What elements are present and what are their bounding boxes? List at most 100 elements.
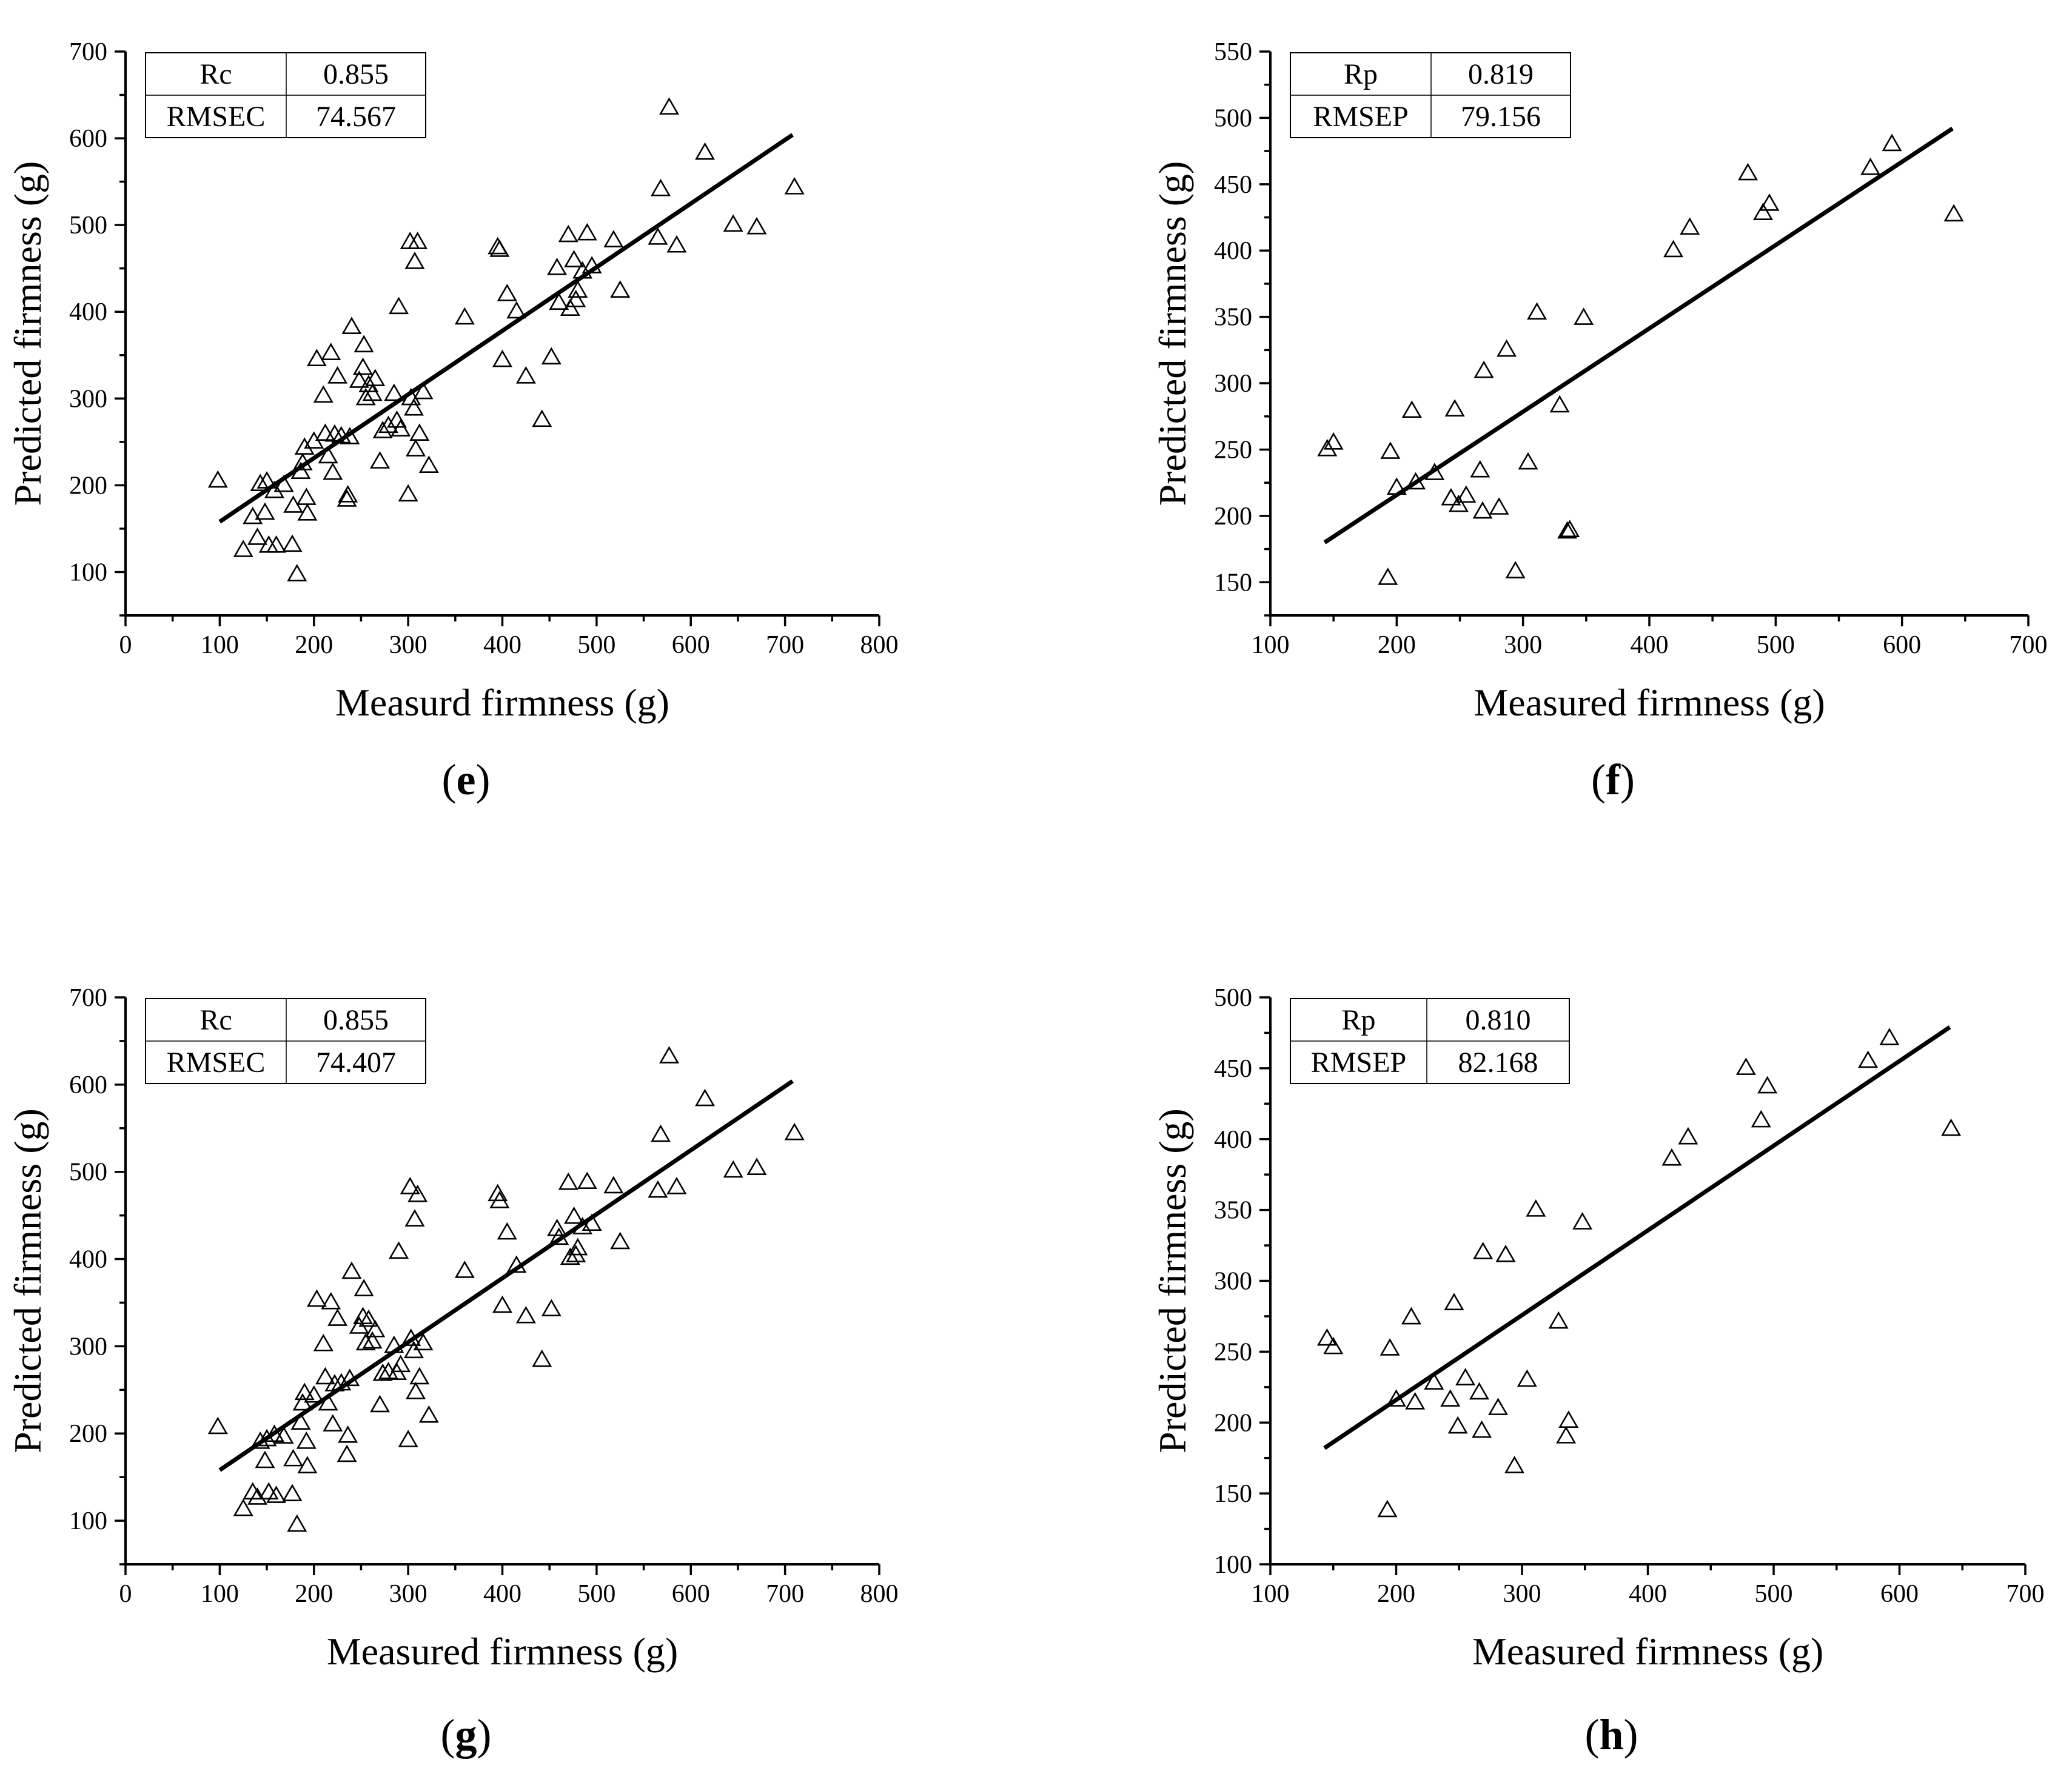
data-point-triangle — [549, 1227, 569, 1245]
data-point-triangle — [723, 214, 743, 232]
stats-value: 79.156 — [1461, 101, 1541, 133]
data-point-triangle — [337, 1444, 357, 1462]
y-tick-label: 400 — [69, 1246, 107, 1274]
data-point-triangle — [558, 1172, 578, 1190]
data-point-triangle — [488, 1184, 508, 1202]
y-axis-title: Predicted firmness (g) — [6, 1108, 49, 1453]
data-point-triangle — [398, 484, 418, 502]
data-point-triangle — [318, 1393, 338, 1411]
data-point-triangle — [1879, 1028, 1900, 1045]
data-point-triangle — [264, 480, 284, 498]
x-tick-label: 600 — [1883, 631, 1921, 659]
data-point-triangle — [564, 250, 585, 267]
data-point-triangle — [255, 1450, 275, 1469]
data-point-triangle — [1678, 1127, 1698, 1145]
data-point-triangle — [1323, 432, 1344, 450]
data-point-triangle — [568, 280, 588, 298]
data-point-triangle — [321, 1291, 341, 1310]
stats-value: 74.407 — [316, 1047, 396, 1079]
y-tick-label: 450 — [1214, 1055, 1252, 1083]
data-point-triangle — [1455, 1368, 1476, 1385]
y-tick-label: 150 — [1214, 569, 1252, 597]
y-axis-title: Predicted firmness (g) — [1151, 161, 1194, 506]
data-point-triangle — [1735, 1057, 1756, 1075]
data-point-triangle — [266, 535, 287, 553]
data-point-triangle — [409, 1367, 430, 1385]
data-point-triangle — [1470, 460, 1490, 478]
data-point-triangle — [323, 462, 343, 480]
x-tick-label: 500 — [1755, 1580, 1793, 1608]
data-point-triangle — [1548, 1311, 1569, 1329]
data-point-triangle — [1558, 1410, 1579, 1428]
data-point-triangle — [1517, 1369, 1537, 1387]
data-point-triangle — [1860, 157, 1881, 175]
data-point-triangle — [365, 1319, 386, 1338]
x-tick-label: 700 — [766, 1580, 804, 1608]
data-point-triangle — [400, 1176, 420, 1194]
data-point-triangle — [666, 1176, 687, 1194]
y-tick-label: 200 — [1214, 503, 1252, 531]
data-point-triangle — [287, 564, 307, 581]
data-point-triangle — [1386, 477, 1407, 495]
data-point-triangle — [558, 224, 578, 243]
data-point-triangle — [1469, 1382, 1489, 1400]
x-tick-label: 400 — [483, 631, 521, 659]
data-point-triangle — [264, 1424, 284, 1442]
data-point-triangle — [651, 178, 671, 196]
data-point-triangle — [577, 223, 597, 241]
y-tick-label: 100 — [69, 1507, 107, 1535]
y-tick-label: 200 — [69, 472, 107, 500]
data-point-triangle — [659, 97, 680, 115]
x-tick-label: 400 — [1629, 1580, 1667, 1608]
data-point-triangle — [404, 252, 425, 269]
stats-value: 0.855 — [323, 58, 389, 90]
data-point-triangle — [1386, 1389, 1406, 1407]
y-tick-label: 200 — [69, 1420, 107, 1448]
data-point-triangle — [1943, 204, 1964, 222]
data-point-triangle — [1858, 1050, 1879, 1068]
x-tick-label: 100 — [1252, 1580, 1290, 1608]
data-point-triangle — [1527, 302, 1547, 320]
data-point-triangle — [294, 437, 315, 455]
y-tick-label: 500 — [1214, 984, 1252, 1012]
data-point-triangle — [564, 1206, 585, 1224]
data-point-triangle — [409, 423, 430, 441]
data-point-triangle — [207, 470, 228, 488]
data-point-triangle — [1757, 1076, 1778, 1094]
chart-panel-e: 0 100 200 300 400 500 600 700 800 100 200 300 400 500… — [6, 38, 899, 804]
data-point-triangle — [560, 1247, 580, 1265]
data-point-triangle — [1456, 485, 1477, 503]
data-point-triangle — [532, 409, 552, 427]
data-point-triangle — [282, 1484, 303, 1501]
data-point-triangle — [407, 232, 428, 249]
data-point-triangle — [1663, 239, 1684, 258]
data-point-triangle — [1474, 360, 1494, 378]
data-point-triangle — [243, 506, 263, 524]
y-tick-label: 350 — [1214, 304, 1252, 332]
y-tick-label: 600 — [69, 1071, 107, 1099]
data-point-triangle — [1549, 395, 1570, 413]
data-point-triangle — [488, 236, 508, 255]
stats-name: Rp — [1344, 58, 1378, 90]
data-point-triangle — [362, 383, 383, 401]
y-tick-label: 500 — [1214, 104, 1252, 132]
y-tick-label: 100 — [69, 558, 107, 586]
data-point-triangle — [506, 1255, 527, 1273]
data-point-triangle — [306, 1289, 327, 1307]
data-point-triangle — [1441, 487, 1461, 506]
data-point-triangle — [1444, 1293, 1464, 1310]
data-point-triangle — [321, 343, 341, 360]
x-tick-label: 500 — [577, 1580, 615, 1608]
data-point-triangle — [304, 1385, 324, 1403]
x-tick-label: 800 — [860, 631, 899, 659]
data-point-triangle — [532, 1349, 552, 1367]
data-point-triangle — [603, 1176, 624, 1194]
y-tick-label: 500 — [69, 1159, 107, 1187]
x-tick-label: 600 — [1880, 1580, 1919, 1608]
data-point-triangle — [273, 474, 294, 492]
data-point-triangle — [389, 296, 409, 315]
stats-name: Rc — [199, 1004, 232, 1036]
data-point-triangle — [384, 383, 404, 401]
panel-label: (f) — [1591, 755, 1635, 804]
